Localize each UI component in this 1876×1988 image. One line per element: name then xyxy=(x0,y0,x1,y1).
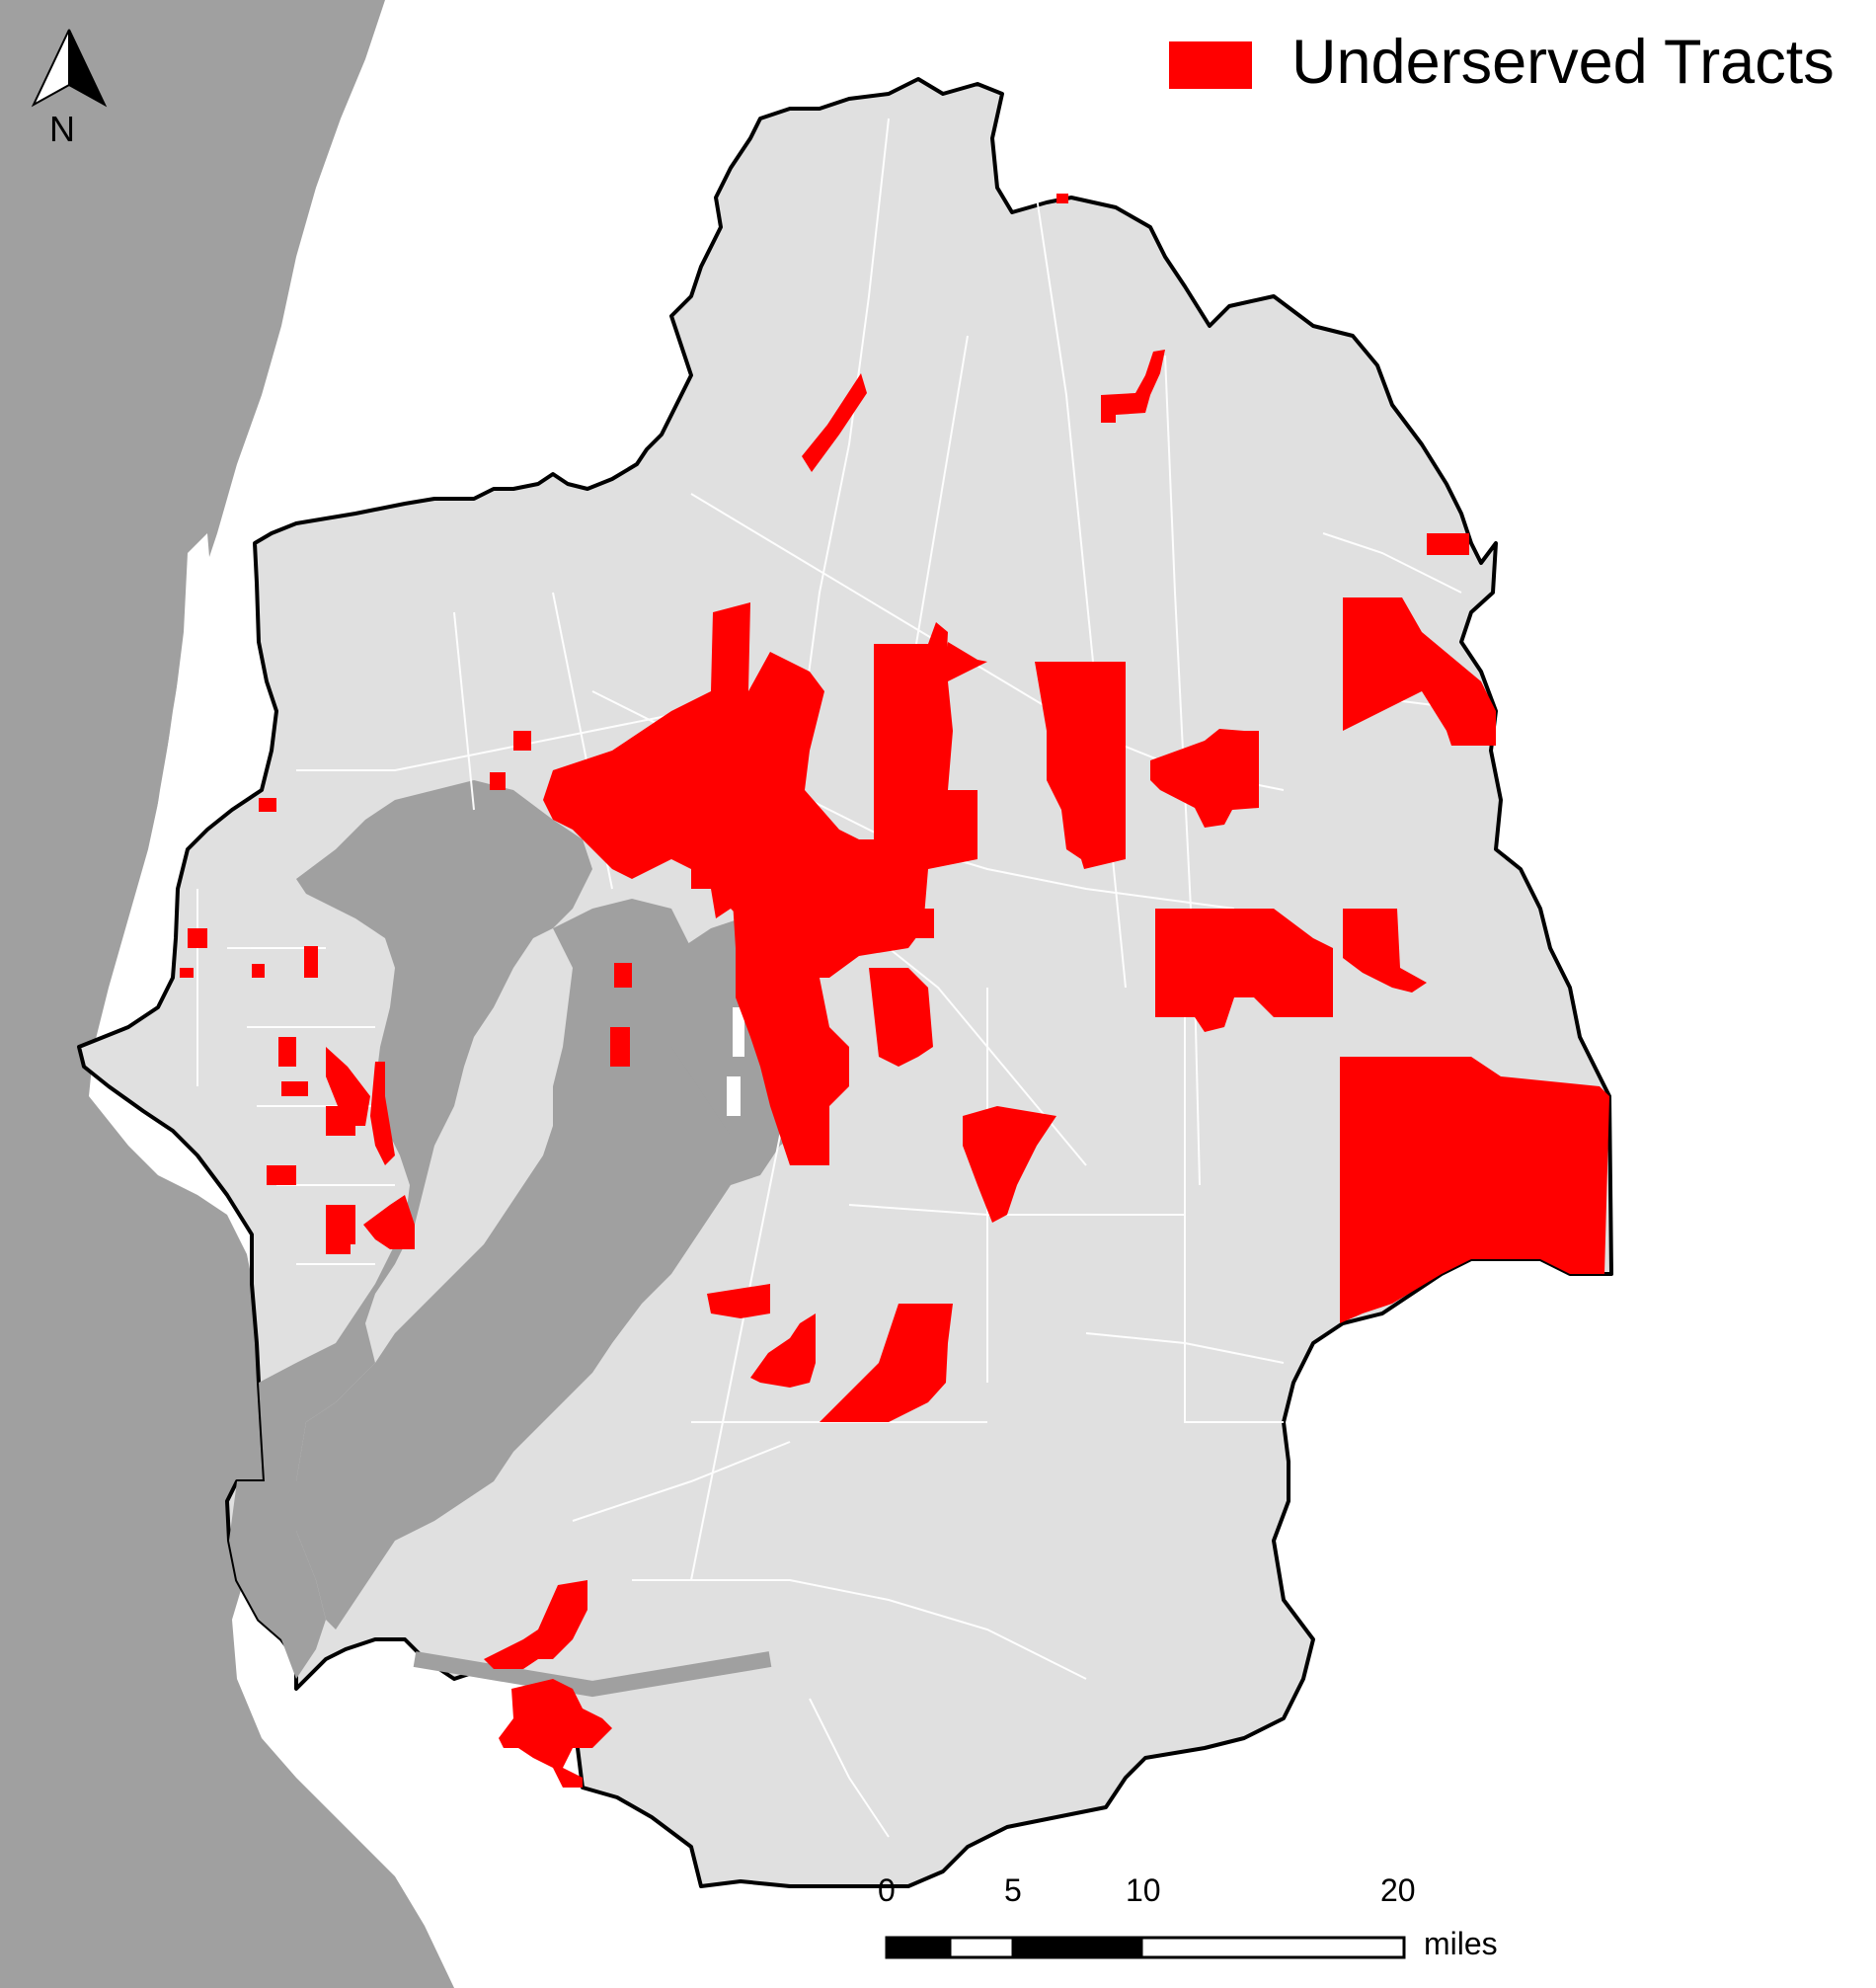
north-arrow-icon xyxy=(31,29,108,108)
tract xyxy=(802,373,867,472)
north-label: N xyxy=(49,109,75,149)
island xyxy=(727,1076,741,1116)
tract xyxy=(304,946,318,978)
scale-tick-20: 20 xyxy=(1380,1872,1416,1908)
tract xyxy=(326,1047,370,1126)
tract xyxy=(1340,1057,1609,1323)
tract xyxy=(252,964,265,978)
tract xyxy=(188,928,207,948)
scale-tick-5: 5 xyxy=(1004,1872,1022,1908)
tract xyxy=(1101,350,1165,423)
tract xyxy=(910,909,934,938)
tract xyxy=(1035,662,1126,869)
tract xyxy=(707,1284,770,1318)
tract xyxy=(614,963,632,988)
tract xyxy=(278,1037,296,1067)
tract xyxy=(281,1081,308,1096)
tract xyxy=(513,731,531,751)
tract xyxy=(750,1313,816,1388)
tract xyxy=(1150,729,1259,828)
tract xyxy=(490,772,506,790)
tract xyxy=(499,1679,612,1788)
tract xyxy=(363,1195,415,1249)
tract xyxy=(963,1106,1056,1223)
tract xyxy=(820,1304,953,1422)
tract xyxy=(326,1244,351,1254)
legend-swatch xyxy=(1169,41,1252,89)
island xyxy=(733,1007,744,1057)
legend-label: Underserved Tracts xyxy=(1291,28,1835,97)
scale-unit-label: miles xyxy=(1424,1926,1498,1961)
tract xyxy=(1056,194,1068,203)
tract xyxy=(1343,597,1496,746)
manatee-river xyxy=(413,1651,772,1698)
tract xyxy=(326,1205,355,1244)
tract xyxy=(1155,909,1333,1032)
scale-tick-10: 10 xyxy=(1126,1872,1161,1908)
tract xyxy=(1343,909,1427,993)
tract xyxy=(731,869,849,1165)
scale-bar-graphic xyxy=(885,1936,1406,1959)
gulf-water xyxy=(0,0,454,1988)
tract xyxy=(543,602,987,978)
tract xyxy=(180,968,194,978)
barrier-islands xyxy=(126,533,212,997)
tract xyxy=(610,1027,630,1067)
tract xyxy=(874,622,948,884)
tract xyxy=(267,1165,296,1185)
underserved-tracts xyxy=(180,194,1609,1788)
tract xyxy=(370,1062,395,1165)
tract xyxy=(484,1580,587,1669)
tract xyxy=(869,968,933,1067)
scale-tick-0: 0 xyxy=(878,1872,896,1908)
tract xyxy=(259,798,276,812)
tract xyxy=(326,1106,355,1136)
tract xyxy=(1427,533,1469,555)
